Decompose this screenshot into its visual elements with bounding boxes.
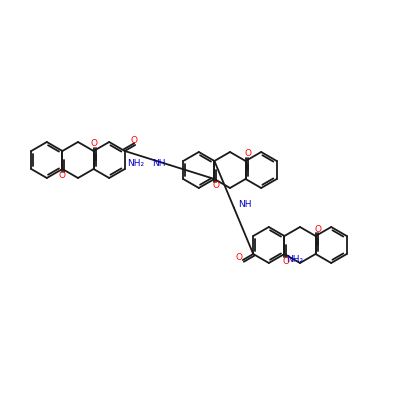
Text: NH: NH <box>152 158 166 168</box>
Text: NH₂: NH₂ <box>127 158 144 168</box>
Text: O: O <box>283 256 290 266</box>
Text: O: O <box>244 150 251 158</box>
Text: O: O <box>130 136 137 145</box>
Text: O: O <box>213 182 220 190</box>
Text: O: O <box>314 224 321 234</box>
Text: NH₂: NH₂ <box>286 256 304 264</box>
Text: O: O <box>235 254 242 262</box>
Text: NH: NH <box>238 200 251 209</box>
Text: O: O <box>59 172 66 180</box>
Text: O: O <box>90 140 97 148</box>
